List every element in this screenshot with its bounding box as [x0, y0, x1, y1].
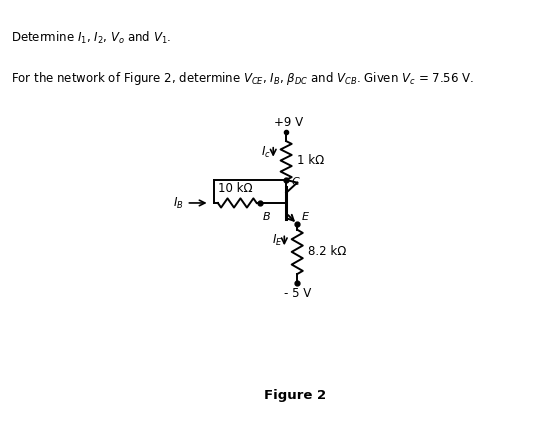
Text: +9 V: +9 V — [274, 116, 304, 129]
Text: E: E — [302, 212, 309, 222]
Text: $I_E$: $I_E$ — [272, 233, 282, 248]
Text: 1 kΩ: 1 kΩ — [297, 154, 325, 167]
Text: 8.2 kΩ: 8.2 kΩ — [308, 245, 347, 258]
Text: $I_c$: $I_c$ — [261, 145, 271, 160]
Text: C: C — [292, 177, 300, 187]
Text: Determine $I_1$, $I_2$, $V_o$ and $V_1$.: Determine $I_1$, $I_2$, $V_o$ and $V_1$. — [11, 30, 171, 46]
Text: B: B — [263, 212, 271, 222]
Text: - 5 V: - 5 V — [284, 287, 311, 300]
Text: For the network of Figure 2, determine $V_{CE}$, $I_B$, $\beta_{DC}$ and $V_{CB}: For the network of Figure 2, determine $… — [11, 70, 474, 87]
Text: $I_B$: $I_B$ — [173, 196, 183, 211]
Text: 10 kΩ: 10 kΩ — [218, 181, 252, 195]
Text: Figure 2: Figure 2 — [264, 390, 326, 402]
